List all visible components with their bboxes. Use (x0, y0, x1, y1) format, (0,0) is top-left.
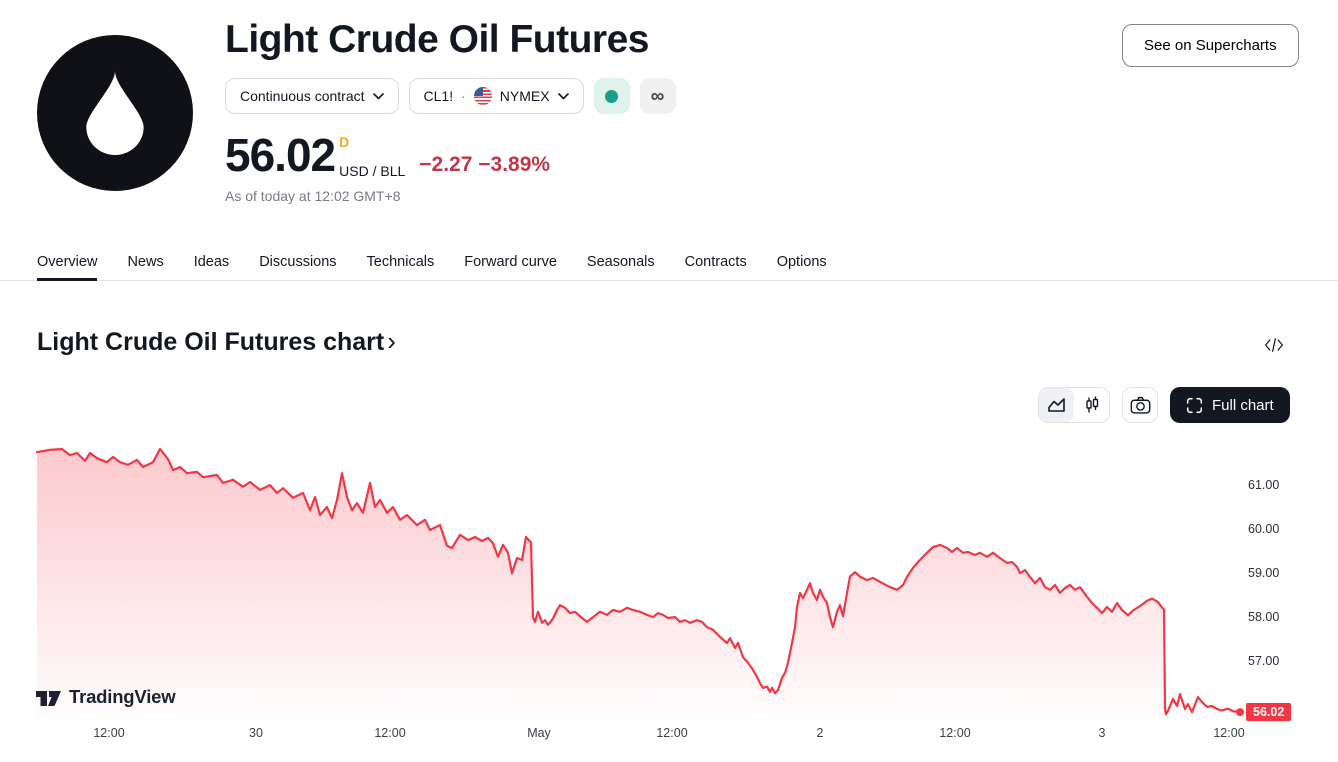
time-axis-label: 12:00 (1213, 726, 1245, 740)
tab-contracts[interactable]: Contracts (684, 253, 747, 270)
price-axis-label: 58.00 (1248, 610, 1280, 624)
tab-ideas[interactable]: Ideas (193, 253, 230, 270)
tab-overview[interactable]: Overview (37, 243, 98, 281)
market-status-button[interactable] (593, 78, 630, 114)
candlestick-icon (1085, 396, 1098, 413)
time-axis-label: 12:00 (939, 726, 971, 740)
symbol-controls: Continuous contract CL1! · NYMEX ∞ (225, 78, 676, 114)
time-axis-label: 12:00 (374, 726, 406, 740)
symbol-code: CL1! (423, 88, 454, 104)
price-change: −2.27 −3.89% (419, 152, 550, 179)
chart-section-title: Light Crude Oil Futures chart (37, 328, 385, 356)
chevron-down-icon (372, 92, 384, 99)
time-axis-label: May (527, 726, 551, 740)
page-title: Light Crude Oil Futures (225, 18, 650, 61)
full-chart-label: Full chart (1212, 396, 1274, 414)
code-icon (1265, 338, 1283, 352)
tab-discussions[interactable]: Discussions (259, 253, 337, 270)
timeframe-badge: D (339, 134, 350, 150)
tradingview-logo-icon (36, 690, 61, 706)
exchange-label: NYMEX (499, 88, 550, 104)
market-open-dot-icon (605, 89, 619, 103)
contract-dropdown[interactable]: Continuous contract (225, 78, 399, 114)
last-price: 56.02 (225, 129, 336, 181)
price-axis-label: 57.00 (1248, 654, 1280, 668)
last-price-tag: 56.02 (1246, 703, 1292, 721)
area-fill (37, 449, 1240, 718)
candles-chart-type-button[interactable] (1074, 388, 1109, 422)
full-chart-button[interactable]: Full chart (1170, 387, 1290, 423)
tradingview-watermark[interactable]: TradingView (36, 686, 176, 708)
price-axis-label: 61.00 (1248, 478, 1280, 492)
time-axis-label: 3 (1098, 726, 1106, 740)
price-block: 56.02 D USD / BLL −2.27 −3.89% (225, 131, 550, 179)
symbol-logo (37, 35, 193, 191)
chart-toolbar: Full chart (1038, 387, 1290, 423)
camera-icon (1130, 396, 1150, 414)
oil-drop-icon (86, 71, 144, 155)
chevron-down-icon (557, 92, 569, 99)
us-flag-icon (473, 87, 492, 105)
change-absolute: −2.27 (419, 153, 473, 176)
chevron-right-icon: › (387, 326, 396, 356)
supercharts-label: See on Supercharts (1144, 37, 1277, 54)
last-price-dot (1236, 708, 1244, 717)
price-unit: USD / BLL (339, 163, 406, 179)
tab-options[interactable]: Options (776, 253, 827, 270)
change-percent: −3.89% (478, 153, 551, 176)
continuous-contract-button[interactable]: ∞ (639, 78, 676, 114)
area-chart-type-button[interactable] (1039, 388, 1074, 422)
time-axis-label: 2 (816, 726, 824, 740)
as-of-timestamp: As of today at 12:02 GMT+8 (225, 188, 401, 204)
area-chart-icon (1048, 398, 1065, 412)
snapshot-button[interactable] (1122, 387, 1158, 423)
infinity-icon: ∞ (650, 85, 665, 107)
see-on-supercharts-button[interactable]: See on Supercharts (1122, 24, 1299, 67)
price-axis-label: 59.00 (1248, 566, 1280, 580)
tab-seasonals[interactable]: Seasonals (586, 253, 655, 270)
fullscreen-icon (1186, 397, 1203, 413)
time-axis-label: 12:00 (656, 726, 688, 740)
price-line (35, 447, 1242, 716)
tab-news[interactable]: News (127, 253, 164, 270)
contract-dropdown-label: Continuous contract (240, 88, 365, 104)
tradingview-wordmark: TradingView (69, 686, 176, 707)
chart-section-heading[interactable]: Light Crude Oil Futures chart › (37, 326, 396, 357)
separator-dot: · (461, 88, 466, 104)
time-axis-label: 30 (249, 726, 263, 740)
chart-type-switcher (1038, 387, 1110, 423)
tab-technicals[interactable]: Technicals (366, 253, 435, 270)
symbol-tabbar: Overview News Ideas Discussions Technicals Fo… (0, 243, 1338, 281)
tab-forward-curve[interactable]: Forward curve (464, 253, 557, 270)
price-chart[interactable] (0, 430, 1338, 762)
price-axis-label: 60.00 (1248, 522, 1280, 536)
time-axis-label: 12:00 (93, 726, 125, 740)
symbol-exchange-dropdown[interactable]: CL1! · NYMEX (408, 78, 584, 114)
embed-code-button[interactable] (1258, 331, 1290, 359)
